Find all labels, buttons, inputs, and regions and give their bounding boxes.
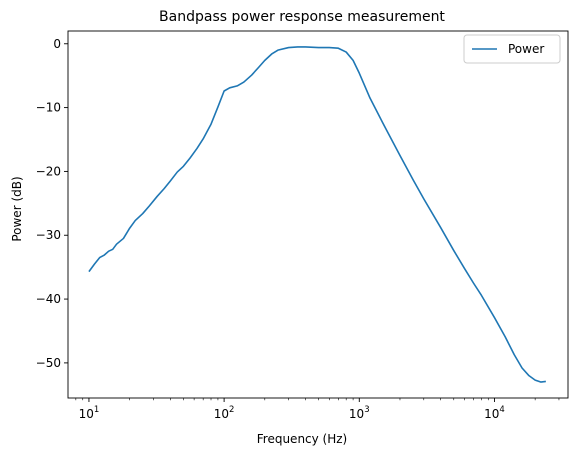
x-tick-label-exponent: 4 (499, 405, 504, 415)
y-axis-label: Power (dB) (10, 176, 24, 241)
x-tick-label-exponent: 2 (229, 405, 234, 415)
x-tick-label: 102 (214, 405, 235, 421)
x-tick-label-base: 10 (484, 407, 499, 421)
y-tick-label: −10 (36, 101, 61, 115)
x-tick-label: 104 (484, 405, 505, 421)
legend: Power (463, 34, 561, 64)
x-tick-label: 103 (349, 405, 370, 421)
y-tick-label: −30 (36, 228, 61, 242)
legend-label-power: Power (508, 42, 544, 56)
chart-title: Bandpass power response measurement (159, 9, 445, 25)
x-axis-ticks: 101 102 103 104 (75, 398, 560, 421)
x-tick-label-base: 10 (349, 407, 364, 421)
series-line-power (88, 46, 546, 383)
x-tick-label: 101 (79, 405, 100, 421)
x-tick-label-exponent: 1 (94, 405, 99, 415)
y-axis-ticks: 0 −10 −20 −30 −40 −50 (36, 37, 68, 370)
y-tick-label: −50 (36, 356, 61, 370)
y-tick-label: 0 (53, 37, 61, 51)
legend-box (463, 34, 561, 64)
x-tick-label-base: 10 (79, 407, 94, 421)
x-tick-label-base: 10 (214, 407, 229, 421)
y-tick-label: −40 (36, 292, 61, 306)
x-axis-label: Frequency (Hz) (257, 432, 348, 446)
y-tick-label: −20 (36, 164, 61, 178)
axes-frame (67, 30, 569, 399)
x-tick-label-exponent: 3 (364, 405, 369, 415)
